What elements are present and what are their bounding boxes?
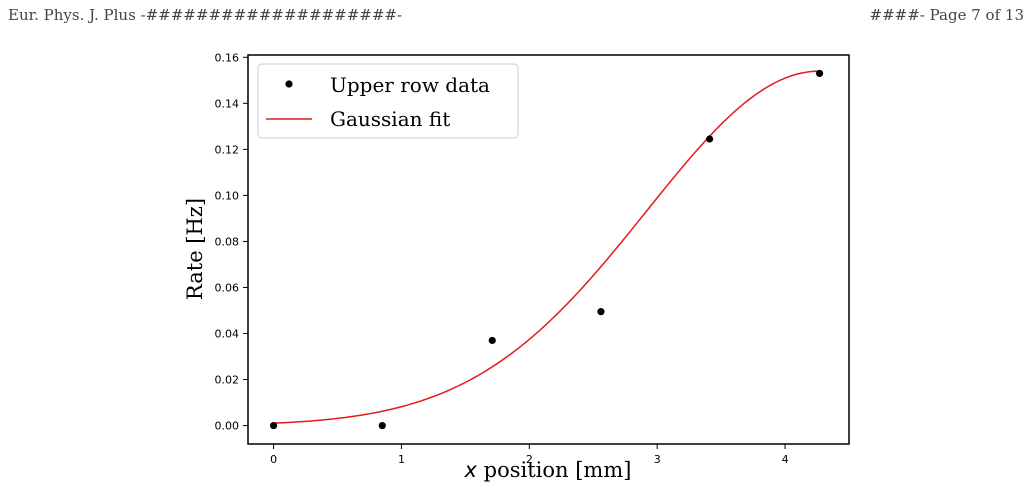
x-tick-label: 4 (782, 453, 789, 466)
x-tick-label: 0 (270, 453, 277, 466)
data-point (706, 135, 714, 143)
x-axis-label: x position [mm] (464, 458, 632, 482)
gaussian-fit-line (273, 70, 820, 424)
running-header: Eur. Phys. J. Plus -####################… (0, 0, 1032, 30)
y-tick-label: 0.14 (215, 97, 240, 110)
data-point (488, 336, 496, 345)
x-tick-label: 1 (398, 453, 405, 466)
y-axis-label: Rate [Hz] (183, 198, 207, 300)
data-point (815, 69, 824, 78)
y-tick-label: 0.16 (215, 51, 240, 64)
data-point (269, 421, 278, 430)
axes-ticks: 0 1 2 3 4 0.00 0.02 0.04 0.06 0.08 0.10 0.12 0.14 0.1… (215, 51, 789, 466)
y-tick-label: 0.00 (215, 420, 240, 433)
y-tick-label: 0.08 (215, 235, 240, 248)
data-point (597, 308, 605, 316)
data-point (378, 421, 386, 430)
axes-frame (247, 54, 850, 445)
legend-label-fit: Gaussian fit (330, 107, 450, 131)
y-tick-label: 0.02 (215, 374, 240, 387)
legend-box (257, 63, 519, 139)
y-tick-label: 0.06 (215, 281, 240, 294)
y-tick-label: 0.04 (215, 328, 240, 341)
legend: Upper row data Gaussian fit (257, 63, 519, 139)
plot-series (269, 69, 824, 430)
journal-header: Eur. Phys. J. Plus -####################… (8, 6, 403, 24)
x-tick-label: 2 (526, 453, 533, 466)
x-axis-variable: x (464, 458, 478, 482)
y-tick-label: 0.12 (215, 143, 240, 156)
x-axis-unit: position [mm] (477, 458, 631, 482)
y-tick-label: 0.10 (215, 189, 240, 202)
x-tick-label: 3 (654, 453, 661, 466)
legend-marker-points (285, 80, 293, 88)
page-number-header: ####- Page 7 of 13 (869, 6, 1024, 24)
legend-label-points: Upper row data (330, 73, 490, 97)
